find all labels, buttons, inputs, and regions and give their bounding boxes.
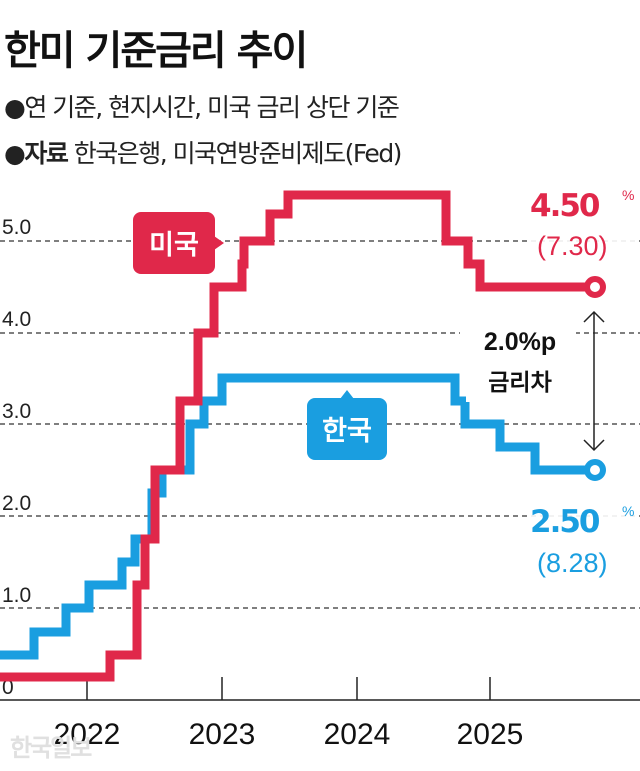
kr-label-bg (530, 497, 638, 589)
x-tick-2024: 2024 (324, 718, 391, 751)
us-end-value: 4.50 (530, 188, 600, 224)
gap-value: 2.0%p (484, 328, 556, 356)
x-tick-2025: 2025 (457, 718, 524, 751)
us-rate-line (0, 190, 590, 682)
chart-note: ●연 기준, 현지시간, 미국 금리 상단 기준 (4, 93, 400, 122)
x-tick-2023: 2023 (189, 718, 256, 751)
x-tick-2022: 2022 (54, 718, 121, 751)
source-label: ●자료 (4, 139, 69, 168)
us-label-bg (530, 182, 638, 276)
kr-end-date: (8.28) (537, 548, 608, 578)
source-text: 한국은행, 미국연방준비제도(Fed) (67, 139, 403, 168)
y-tick-2: 2.0 (2, 492, 31, 515)
watermark-logo: 한국일보 (10, 734, 92, 762)
y-axis-labels: 0 1.0 2.0 3.0 4.0 5.0 (2, 216, 31, 699)
kr-end-value: 2.50 (530, 504, 600, 540)
us-end-marker (584, 276, 606, 298)
us-end-pct: % (622, 187, 634, 203)
us-tag: 미국 (133, 212, 224, 274)
y-tick-1: 1.0 (2, 584, 31, 607)
y-tick-0: 0 (2, 676, 14, 699)
kr-end-marker (584, 459, 606, 481)
gap-arrow-icon (583, 310, 605, 452)
x-axis (0, 677, 640, 701)
kr-end-pct: % (622, 503, 634, 519)
gap-label: 금리차 (488, 370, 551, 396)
kr-tag: 한국 (307, 390, 387, 460)
y-tick-5: 5.0 (2, 216, 31, 239)
y-tick-3: 3.0 (2, 400, 31, 423)
kr-tag-label: 한국 (322, 416, 372, 447)
chart-title: 한미 기준금리 추이 (4, 28, 308, 74)
y-tick-4: 4.0 (2, 308, 31, 331)
gap-label-bg (466, 318, 576, 402)
us-end-date: (7.30) (537, 231, 608, 261)
us-tag-label: 미국 (149, 230, 199, 261)
x-axis-labels: 2022 2023 2024 2025 (54, 718, 524, 751)
chart-source: ●자료 한국은행, 미국연방준비제도(Fed) (4, 134, 403, 170)
kr-rate-line (0, 373, 590, 660)
